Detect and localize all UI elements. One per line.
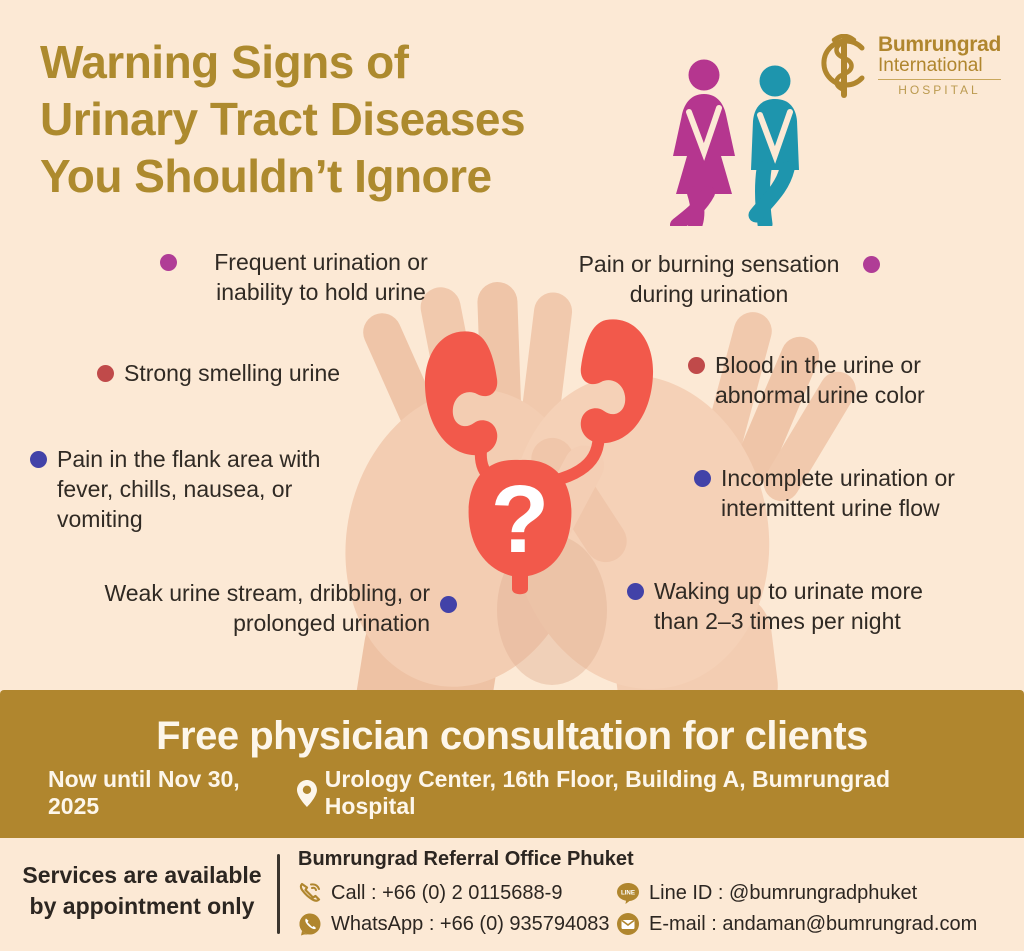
bullet-dot: [160, 254, 177, 271]
logo-name: Bumrungrad: [878, 33, 1002, 56]
call-text: Call : +66 (0) 2 0115688-9: [331, 881, 563, 904]
symptom-frequent-urination: Frequent urination or inability to hold …: [160, 247, 455, 307]
bladder-icon: ?: [468, 459, 572, 595]
promo-period: Now until Nov 30, 2025: [48, 766, 240, 819]
office-title: Bumrungrad Referral Office Phuket: [298, 848, 634, 870]
symptom-strong-smelling-urine: Strong smelling urine: [97, 358, 340, 388]
whatsapp-text: WhatsApp : +66 (0) 935794083: [331, 912, 610, 935]
symptom-weak-stream: Weak urine stream, dribbling, or prolong…: [58, 578, 457, 638]
whatsapp-icon: [299, 913, 321, 936]
line-contact: LINE Line ID : @bumrungradphuket: [616, 881, 917, 905]
kidney-right-icon: [580, 319, 654, 444]
line-icon: LINE: [617, 883, 639, 904]
email-icon: [617, 913, 639, 935]
contact-row: Call : +66 (0) 2 0115688-9 LINE Line ID …: [298, 881, 977, 905]
symptom-text: Weak urine stream, dribbling, or prolong…: [104, 580, 430, 636]
title-line: Warning Signs of: [40, 36, 409, 88]
page-title: Warning Signs of Urinary Tract Diseases …: [40, 34, 680, 205]
call-contact: Call : +66 (0) 2 0115688-9: [298, 881, 616, 905]
whatsapp-contact: WhatsApp : +66 (0) 935794083: [298, 912, 616, 936]
promo-info-row: Now until Nov 30, 2025 Urology Center, 1…: [48, 766, 986, 820]
symptom-text: Strong smelling urine: [124, 360, 341, 386]
symptom-nocturia: Waking up to urinate more than 2–3 times…: [627, 576, 923, 636]
promo-banner: Free physician consultation for clients …: [0, 690, 1024, 838]
symptom-text: Frequent urination or inability to hold …: [214, 249, 428, 305]
bullet-dot: [627, 583, 644, 600]
bullet-dot: [694, 470, 711, 487]
contact-block: Bumrungrad Referral Office Phuket Call :…: [298, 848, 977, 943]
email-contact: E-mail : andaman@bumrungrad.com: [616, 912, 977, 936]
promo-location: Urology Center, 16th Floor, Building A, …: [296, 766, 986, 820]
symptom-text: Waking up to urinate more than 2–3 times…: [654, 578, 923, 634]
location-pin-icon: [296, 779, 317, 807]
kidney-left-icon: [424, 331, 498, 456]
man-icon: [748, 65, 799, 226]
symptom-flank-pain: Pain in the flank area with fever, chill…: [30, 444, 377, 534]
title-line: Urinary Tract Diseases: [40, 93, 526, 145]
promo-location-text: Urology Center, 16th Floor, Building A, …: [324, 766, 891, 819]
title-line: You Shouldn’t Ignore: [40, 150, 492, 202]
hospital-logo: Bumrungrad International HOSPITAL: [818, 34, 1014, 100]
urinary-system-cutout: ?: [424, 319, 654, 595]
bullet-dot: [97, 365, 114, 382]
symptom-burning-sensation: Pain or burning sensation during urinati…: [565, 249, 880, 309]
bullet-dot: [688, 357, 705, 374]
email-text: E-mail : andaman@bumrungrad.com: [649, 912, 978, 935]
symptom-text: Pain or burning sensation during urinati…: [578, 251, 840, 307]
symptom-incomplete-urination: Incomplete urination or intermittent uri…: [694, 463, 955, 523]
caduceus-icon: [821, 34, 865, 98]
vertical-divider: [277, 854, 280, 934]
symptom-text: Incomplete urination or intermittent uri…: [721, 465, 955, 521]
restroom-couple-icon: [670, 59, 799, 226]
phone-icon: [299, 882, 321, 902]
bullet-dot: [30, 451, 47, 468]
line-text: Line ID : @bumrungradphuket: [649, 881, 918, 904]
logo-tagline: HOSPITAL: [898, 83, 981, 97]
svg-text:LINE: LINE: [621, 890, 635, 897]
appointment-note: Services are available by appointment on…: [22, 862, 262, 919]
symptom-text: Blood in the urine or abnormal urine col…: [715, 352, 925, 408]
symptom-blood-in-urine: Blood in the urine or abnormal urine col…: [688, 350, 925, 410]
promo-headline: Free physician consultation for clients: [156, 714, 868, 758]
symptom-text: Pain in the flank area with fever, chill…: [57, 446, 321, 532]
hands-urinary-illustration: ?: [345, 282, 856, 701]
contact-row: WhatsApp : +66 (0) 935794083 E-mail : an…: [298, 912, 977, 936]
woman-icon: [670, 59, 735, 226]
logo-subname: International: [878, 56, 1002, 80]
footer: Services are available by appointment on…: [0, 838, 1024, 951]
question-mark: ?: [491, 466, 550, 573]
bullet-dot: [863, 256, 880, 273]
bullet-dot: [440, 596, 457, 613]
